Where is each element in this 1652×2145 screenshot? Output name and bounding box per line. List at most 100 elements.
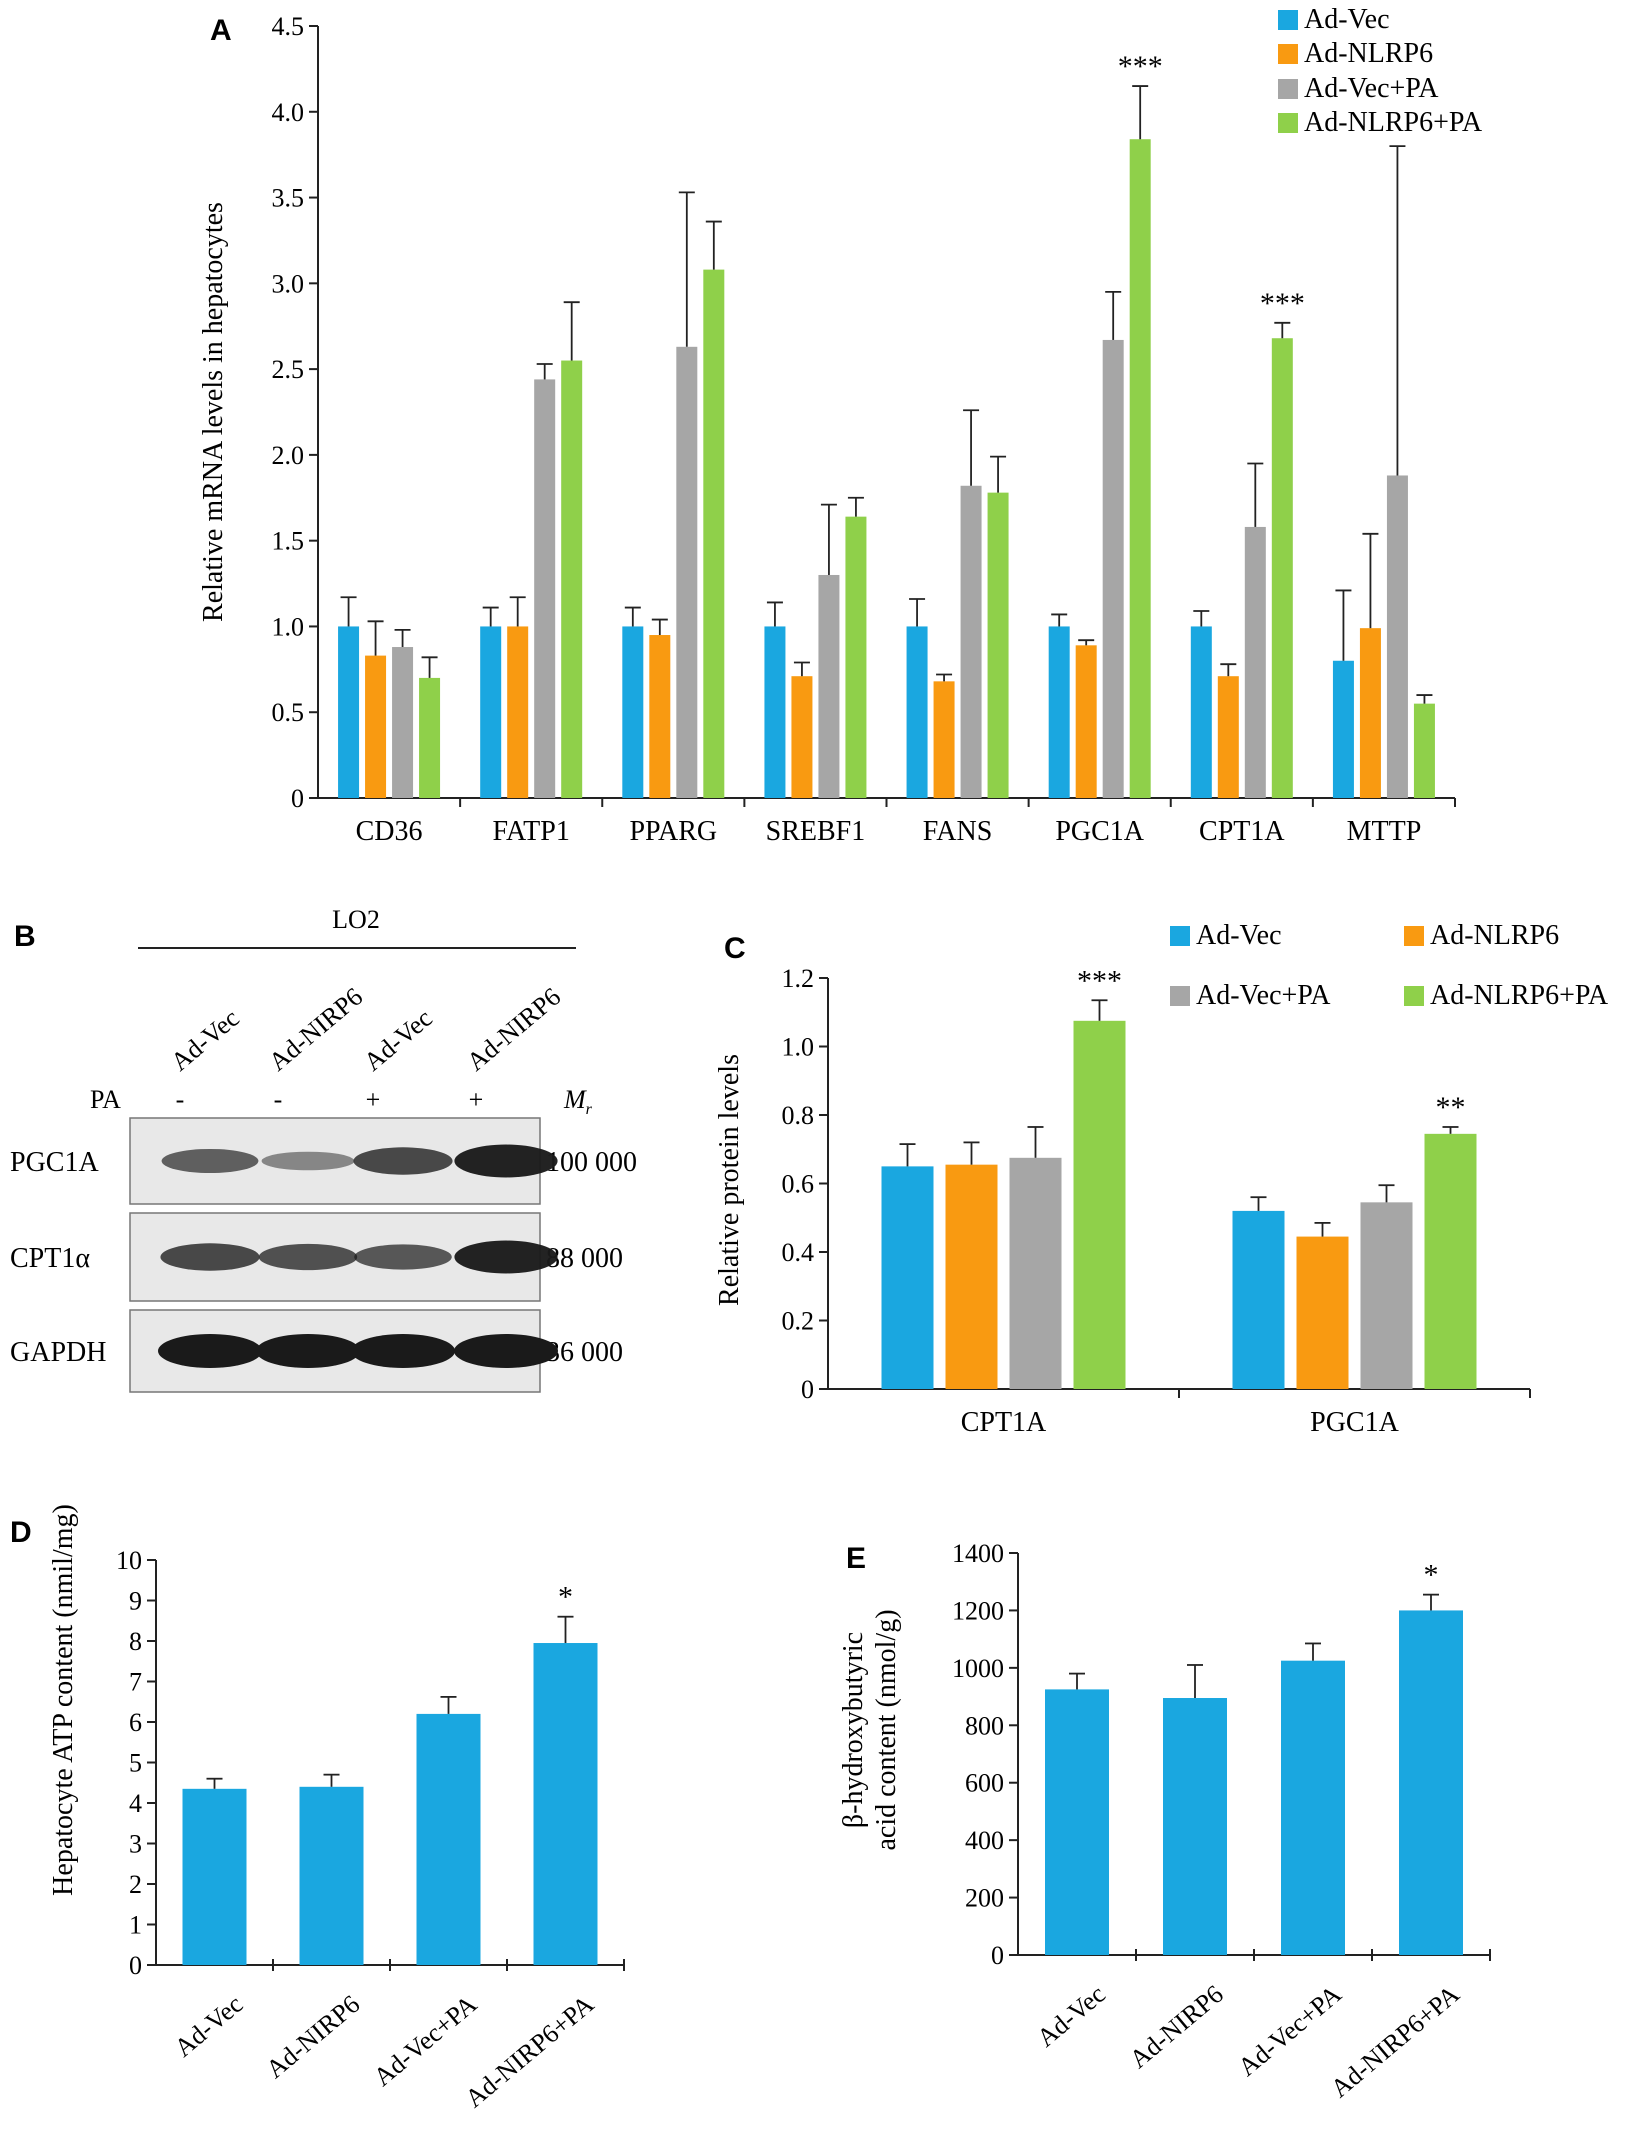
- panel-d-bar: [533, 1643, 598, 1965]
- panel-d-y-tick-label: 2: [129, 1870, 142, 1899]
- panel-e-ylabel-line2: acid content (nmol/g): [871, 1609, 902, 1850]
- panel-a-bar: [791, 676, 813, 798]
- blot-pa-marker: +: [469, 1085, 484, 1114]
- panel-e-significance-label: *: [1424, 1559, 1439, 1592]
- panel-a-category-label: PPARG: [629, 816, 717, 847]
- panel-c-ylabel: Relative protein levels: [714, 1054, 745, 1306]
- panel-e-category-label: Ad-NIRP6: [1124, 1979, 1229, 2074]
- panel-a-legend-label: Ad-NLRP6+PA: [1304, 107, 1483, 138]
- panel-a-legend-swatch: [1278, 44, 1298, 64]
- panel-a-bar: [764, 626, 786, 798]
- panel-a-bar: [1102, 339, 1124, 798]
- panel-d-y-tick-label: 6: [129, 1708, 142, 1737]
- panel-a-bar: [1359, 628, 1381, 798]
- panel-a-category-label: MTTP: [1347, 816, 1422, 847]
- blot-row-label: GAPDH: [10, 1337, 106, 1368]
- panel-c-legend-swatch: [1170, 926, 1190, 946]
- panel-e-y-tick-label: 1400: [952, 1539, 1004, 1568]
- panel-c-y-tick-label: 1.2: [782, 964, 815, 993]
- panel-a-bar: [845, 516, 867, 798]
- panel-a-y-tick-label: 1.5: [272, 527, 305, 556]
- panel-a-bar: [1244, 526, 1266, 798]
- panel-c-significance-label: **: [1436, 1091, 1466, 1124]
- panel-a-y-tick-label: 4.5: [272, 12, 305, 41]
- panel-label-d: D: [10, 1516, 32, 1549]
- panel-a-legend-swatch: [1278, 10, 1298, 30]
- panel-c-y-tick-label: 0.6: [782, 1170, 815, 1199]
- panel-e-y-tick-label: 1200: [952, 1596, 1004, 1625]
- blot-mr-label: Mr: [563, 1085, 593, 1118]
- panel-d: D Hepatocyte ATP content (nmil/mg) 0 1 2 3 4…: [10, 1504, 625, 2113]
- panel-a-bar: [419, 677, 441, 798]
- panel-c-bars: *****: [881, 964, 1477, 1389]
- panel-e-y-tick-label: 0: [991, 1941, 1004, 1970]
- blot-band: [261, 1151, 355, 1171]
- panel-e-category-label: Ad-Vec+PA: [1233, 1979, 1348, 2082]
- panel-a-bar: [1271, 338, 1293, 798]
- panel-label-c: C: [724, 932, 746, 965]
- blot-row-mass: 88 000: [546, 1243, 623, 1274]
- panel-a-category-label: SREBF1: [766, 816, 866, 847]
- panel-e-bar: [1045, 1689, 1109, 1955]
- panel-c-y-ticks: 0 0.2 0.4 0.6 0.8 1.0 1.2: [782, 964, 1530, 1404]
- blot-lane-label: Ad-NIRP6: [461, 982, 566, 1077]
- blot-pa-marker: +: [366, 1085, 381, 1114]
- panel-c-legend-label: Ad-NLRP6+PA: [1430, 980, 1609, 1011]
- panel-e-bar: [1281, 1660, 1345, 1955]
- panel-d-category-label: Ad-NIRP6: [260, 1989, 365, 2084]
- panel-c-bar: [1009, 1157, 1062, 1389]
- panel-c-legend-label: Ad-Vec: [1196, 920, 1282, 951]
- panel-a-bar: [365, 655, 387, 798]
- panel-a-bar: [906, 626, 928, 798]
- blot-pa-marker: -: [176, 1085, 185, 1114]
- blot-band: [353, 1147, 453, 1175]
- blot-band: [160, 1243, 260, 1271]
- panel-d-y-tick-label: 4: [129, 1789, 142, 1818]
- panel-e-y-tick-label: 200: [965, 1884, 1004, 1913]
- panel-c-y-tick-label: 0.8: [782, 1101, 815, 1130]
- panel-e-category-label: Ad-NIRP6+PA: [1325, 1979, 1465, 2103]
- panel-c-y-tick-label: 0.4: [782, 1238, 815, 1267]
- panel-a-y-tick-label: 0.5: [272, 698, 305, 727]
- blot-lane-label: Ad-NIRP6: [263, 982, 368, 1077]
- panel-a-bar: [480, 626, 502, 798]
- panel-a-category-label: PGC1A: [1055, 816, 1144, 847]
- panel-a-bar: [987, 492, 1009, 798]
- panel-a-ylabel: Relative mRNA levels in hepatocytes: [198, 202, 229, 622]
- panel-c-bar: [1232, 1210, 1285, 1389]
- panel-d-category-label: Ad-Vec+PA: [368, 1989, 483, 2092]
- panel-a-bar: [1075, 645, 1097, 798]
- panel-d-bar: [416, 1713, 481, 1965]
- panel-a-bar: [534, 379, 556, 798]
- blot-band: [158, 1334, 262, 1368]
- panel-e-y-tick-label: 1000: [952, 1654, 1004, 1683]
- panel-a-bar: [392, 647, 414, 798]
- panel-e-bars: *: [1045, 1559, 1463, 1955]
- panel-c-category-label: CPT1A: [961, 1407, 1047, 1438]
- panel-c: C Relative protein levels 0 0.2 0.4 0.6 0.8 1…: [714, 920, 1609, 1438]
- panel-d-category-label: Ad-Vec: [169, 1989, 248, 2062]
- blot-band: [161, 1148, 259, 1174]
- panel-d-y-tick-label: 9: [129, 1587, 142, 1616]
- panel-a-bar: [1048, 626, 1070, 798]
- blot-row-label: PGC1A: [10, 1147, 99, 1178]
- blot-row-mass: 100 000: [546, 1147, 637, 1178]
- blot-rows: PGC1A 100 000 CPT1α 88 000 GAPDH 36 000: [10, 1117, 637, 1393]
- panel-a-category-label: FATP1: [493, 816, 570, 847]
- panel-a-bar: [561, 360, 583, 798]
- panel-c-y-tick-label: 0.2: [782, 1307, 815, 1336]
- blot-row-mass: 36 000: [546, 1337, 623, 1368]
- panel-a-legend-swatch: [1278, 113, 1298, 133]
- panel-a-bar: [649, 635, 671, 798]
- panel-d-y-tick-label: 3: [129, 1830, 142, 1859]
- panel-c-category-label: PGC1A: [1310, 1407, 1399, 1438]
- panel-a-category-label: FANS: [923, 816, 993, 847]
- panel-a-categories: CD36 FATP1 PPARG SREBF1 FANS PGC1A CPT1A MTTP: [356, 798, 1456, 847]
- panel-a-legend-label: Ad-Vec+PA: [1304, 73, 1439, 104]
- panel-a-legend-label: Ad-NLRP6: [1304, 38, 1433, 69]
- panel-a-significance-label: ***: [1118, 50, 1163, 83]
